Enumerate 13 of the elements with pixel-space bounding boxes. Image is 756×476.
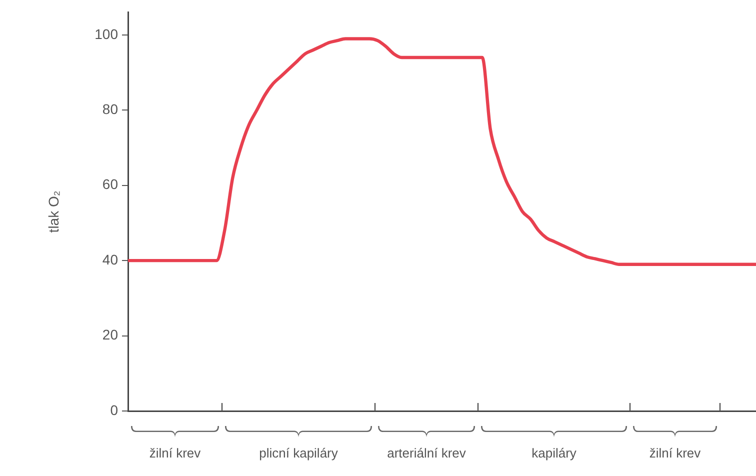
text: plicní kapiláry bbox=[259, 446, 338, 461]
y-tick-label: 20 bbox=[102, 326, 118, 343]
text: arteriální krev bbox=[387, 446, 466, 461]
text: žilní krev bbox=[149, 446, 202, 461]
y-axis-title: tlak O₂ bbox=[45, 190, 62, 233]
y-tick-label: 100 bbox=[94, 26, 118, 42]
text: kapiláry bbox=[532, 446, 577, 461]
y-tick-label: 40 bbox=[102, 251, 118, 268]
text: žilní krev bbox=[649, 446, 702, 461]
y-tick-label: 0 bbox=[110, 402, 118, 418]
y-tick-label: 80 bbox=[102, 101, 118, 118]
y-tick-label: 60 bbox=[102, 176, 118, 192]
line-series bbox=[126, 37, 756, 266]
